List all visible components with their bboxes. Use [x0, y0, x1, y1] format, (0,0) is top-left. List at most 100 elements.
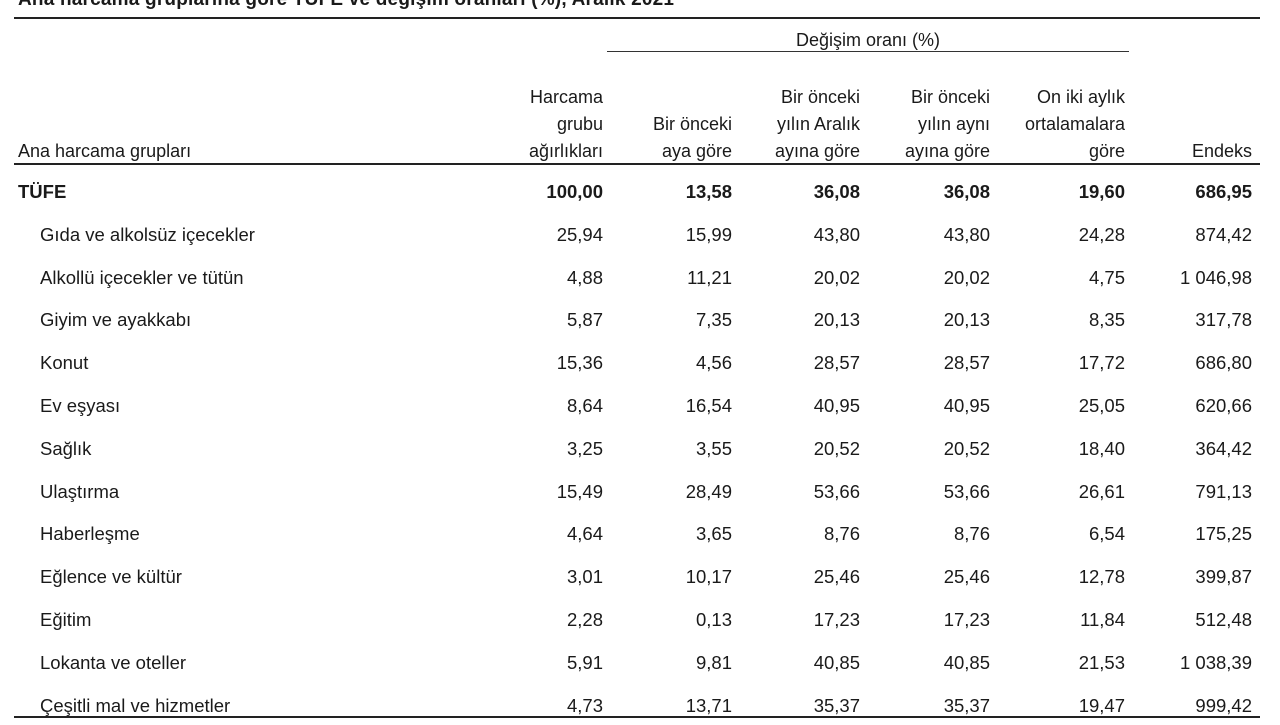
group-header: Değişim oranı (%)	[795, 30, 941, 50]
cell-prev-year-same: 8,76	[953, 523, 990, 545]
cell-prev-year-dec: 28,57	[813, 352, 860, 374]
table-row: Giyim ve ayakkabı 5,87 7,35 20,13 20,13 8,35 3…	[0, 309, 1280, 339]
table-row: Haberleşme 4,64 3,65 8,76 8,76 6,54 175,25	[0, 523, 1280, 553]
row-name: TÜFE	[18, 181, 67, 202]
cell-prev-year-same: 43,80	[943, 223, 990, 245]
table-row: Lokanta ve oteller 5,91 9,81 40,85 40,85 21,5…	[0, 652, 1280, 682]
cell-twelve-month-avg: 12,78	[1078, 566, 1125, 588]
row-name: Eğitim	[40, 609, 92, 630]
cell-weight: 15,49	[556, 480, 603, 502]
cell-prev-year-same: 20,02	[943, 266, 990, 288]
cell-prev-year-dec: 53,66	[813, 480, 860, 502]
cell-prev-month: 16,54	[685, 395, 732, 416]
table-row: Çeşitli mal ve hizmetler 4,73 13,71 35,37 35…	[0, 695, 1280, 725]
cell-prev-year-dec: 43,80	[813, 223, 860, 245]
cell-index: 1 046,98	[1179, 266, 1252, 288]
top-rule	[14, 17, 1260, 19]
table-row-total: TÜFE 100,00 13,58 36,08 36,08 19,60 686,95	[0, 181, 1280, 211]
cell-index: 686,80	[1195, 352, 1252, 374]
cell-weight: 5,87	[566, 309, 603, 331]
table-row: Ev eşyası 8,64 16,54 40,95 40,95 25,05 620,66	[0, 395, 1280, 425]
cell-index: 1 038,39	[1179, 651, 1252, 673]
cell-twelve-month-avg: 25,05	[1078, 395, 1125, 416]
cell-index: 399,87	[1195, 566, 1252, 588]
cell-twelve-month-avg: 4,75	[1088, 266, 1125, 288]
row-name: Lokanta ve oteller	[40, 651, 187, 673]
cell-prev-year-same: 40,85	[943, 651, 990, 673]
cell-prev-year-same: 40,95	[943, 395, 990, 416]
cell-index: 686,95	[1195, 181, 1252, 202]
table-title: Ana harcama gruplarına göre TÜFE ve deği…	[18, 0, 674, 11]
cell-prev-year-dec: 20,52	[813, 437, 860, 459]
cell-twelve-month-avg: 11,84	[1080, 609, 1125, 630]
cell-twelve-month-avg: 26,61	[1078, 480, 1125, 502]
row-name: Eğlence ve kültür	[40, 566, 182, 588]
cell-prev-year-same: 28,57	[943, 352, 990, 374]
row-name: Haberleşme	[40, 523, 140, 545]
cell-prev-year-same: 20,52	[943, 437, 990, 459]
cell-prev-month: 3,65	[695, 523, 732, 545]
row-name: Alkollü içecekler ve tütün	[40, 266, 244, 288]
cell-prev-year-dec: 20,02	[813, 266, 860, 288]
cell-index: 175,25	[1195, 523, 1252, 545]
cell-prev-year-same: 25,46	[943, 566, 990, 588]
cell-prev-month: 13,71	[685, 694, 732, 716]
row-name: Gıda ve alkolsüz içecekler	[40, 223, 255, 245]
table-row: Eğlence ve kültür 3,01 10,17 25,46 25,46 12,7…	[0, 566, 1280, 596]
cell-index: 791,13	[1195, 480, 1252, 502]
header-rule	[14, 163, 1260, 165]
row-name: Çeşitli mal ve hizmetler	[40, 694, 231, 716]
cell-twelve-month-avg: 6,54	[1088, 523, 1125, 545]
table-row: Eğitim 2,28 0,13 17,23 17,23 11,84 512,48	[0, 609, 1280, 639]
cell-weight: 15,36	[556, 352, 603, 374]
cell-prev-month: 0,13	[695, 609, 732, 630]
cell-prev-year-same: 20,13	[943, 309, 990, 331]
cell-prev-month: 3,55	[695, 437, 732, 459]
table-row: Gıda ve alkolsüz içecekler 25,94 15,99 43,8…	[0, 224, 1280, 254]
cell-index: 620,66	[1195, 395, 1252, 416]
cell-weight: 4,88	[566, 266, 603, 288]
cell-prev-year-dec: 36,08	[813, 181, 860, 202]
cell-prev-year-same: 53,66	[943, 480, 990, 502]
cell-prev-month: 10,17	[685, 566, 732, 588]
cell-prev-year-same: 17,23	[943, 609, 990, 630]
cell-index: 874,42	[1195, 223, 1252, 245]
table-row: Ulaştırma 15,49 28,49 53,66 53,66 26,61 791,13	[0, 481, 1280, 511]
cell-prev-year-dec: 25,46	[813, 566, 860, 588]
cell-prev-year-dec: 40,95	[813, 395, 860, 416]
header-name: Ana harcama grupları	[18, 141, 192, 161]
cell-prev-year-same: 35,37	[943, 694, 990, 716]
cell-weight: 8,64	[566, 395, 603, 416]
row-name: Sağlık	[40, 437, 92, 459]
cell-weight: 2,28	[566, 609, 603, 630]
header-twelve-month-avg: On iki aylık ortalamalara göre	[1024, 87, 1125, 161]
cell-weight: 4,73	[566, 694, 603, 716]
header-weight: Harcama grubu ağırlıkları	[528, 87, 603, 161]
cell-twelve-month-avg: 24,28	[1078, 223, 1125, 245]
cell-weight: 5,91	[566, 651, 603, 673]
row-name: Ev eşyası	[40, 395, 121, 416]
cell-weight: 100,00	[546, 181, 603, 202]
header-prev-month: Bir önceki aya göre	[652, 114, 732, 161]
cell-index: 512,48	[1195, 609, 1252, 630]
cell-weight: 25,94	[556, 223, 603, 245]
cell-twelve-month-avg: 19,60	[1078, 181, 1125, 202]
row-name: Ulaştırma	[40, 480, 120, 502]
cell-index: 364,42	[1195, 437, 1252, 459]
row-name: Konut	[40, 352, 89, 374]
cell-prev-year-dec: 17,23	[813, 609, 860, 630]
bottom-rule	[14, 716, 1260, 718]
cell-prev-year-dec: 40,85	[813, 651, 860, 673]
cell-prev-month: 4,56	[695, 352, 732, 374]
cell-prev-month: 7,35	[695, 309, 732, 331]
cell-twelve-month-avg: 19,47	[1078, 694, 1125, 716]
header-prev-year-same: Bir önceki yılın aynı ayına göre	[904, 87, 990, 161]
table-row: Sağlık 3,25 3,55 20,52 20,52 18,40 364,42	[0, 438, 1280, 468]
cell-twelve-month-avg: 8,35	[1088, 309, 1125, 331]
cell-index: 317,78	[1195, 309, 1252, 331]
cell-weight: 4,64	[566, 523, 603, 545]
header-index: Endeks	[1191, 141, 1252, 161]
cell-prev-month: 13,58	[685, 181, 732, 202]
cell-prev-year-same: 36,08	[943, 181, 990, 202]
cell-prev-year-dec: 8,76	[823, 523, 860, 545]
